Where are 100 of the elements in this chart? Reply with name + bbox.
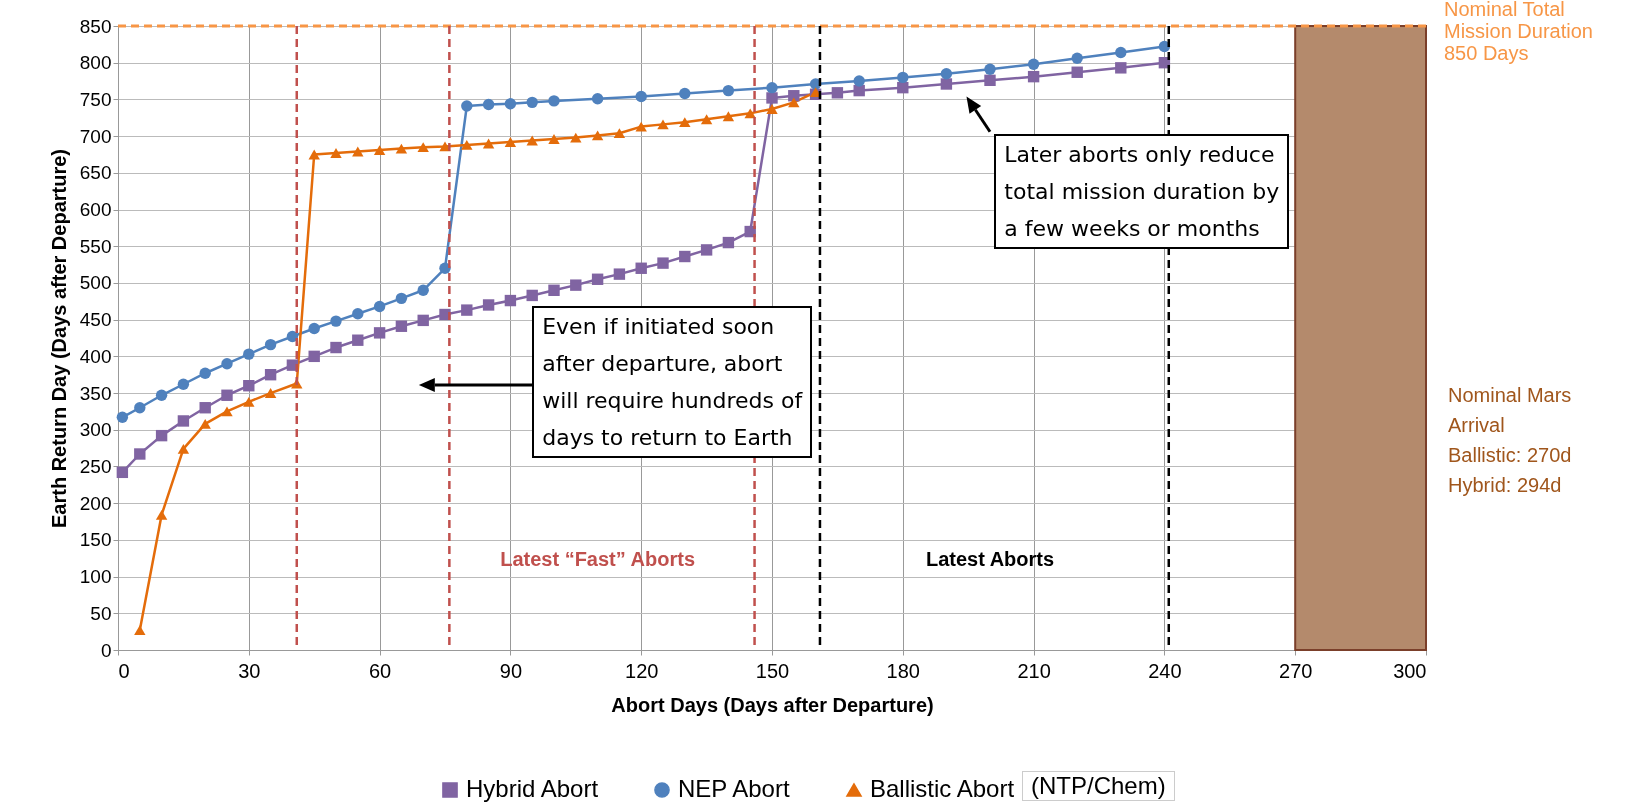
- x-tick-label: 60: [368, 659, 392, 682]
- point: [635, 90, 647, 103]
- point: [766, 81, 778, 94]
- x-tick-label: 180: [886, 659, 920, 682]
- point: [722, 236, 735, 249]
- point: [635, 121, 647, 132]
- point: [482, 299, 495, 311]
- annotation: Later aborts only reduce total mission duration by a few weeks or months: [994, 133, 1290, 249]
- y-tick-label: 50: [90, 602, 112, 624]
- y-tick-label: 350: [79, 382, 112, 404]
- x-tick-label: 240: [1148, 659, 1182, 682]
- point: [722, 84, 735, 97]
- point: [1027, 58, 1040, 70]
- point: [526, 289, 538, 302]
- point: [116, 466, 129, 479]
- point: [330, 341, 342, 354]
- point: [439, 262, 451, 274]
- band-label: Nominal Mars Arrival Ballistic: 270d Hybrid: 294d: [1448, 383, 1572, 496]
- x-tick-label: 210: [1017, 659, 1051, 682]
- y-tick-label: 750: [79, 88, 112, 110]
- legend-label: NEP Abort: [678, 775, 790, 802]
- point: [395, 320, 408, 332]
- point: [1115, 46, 1127, 59]
- point: [243, 380, 255, 392]
- point: [308, 149, 320, 160]
- y-tick-label: 700: [79, 125, 112, 147]
- point: [613, 128, 626, 139]
- point: [395, 143, 408, 154]
- point: [221, 406, 233, 417]
- annotation: Latest Aborts: [925, 547, 1055, 570]
- y-tick-label: 800: [79, 52, 112, 74]
- point: [155, 429, 168, 442]
- point: [504, 137, 517, 147]
- point: [221, 389, 233, 401]
- point: [134, 448, 146, 460]
- point: [570, 132, 582, 143]
- x-tick-label: 120: [625, 659, 659, 682]
- point: [679, 87, 691, 100]
- point: [330, 148, 342, 158]
- point: [155, 509, 168, 520]
- point: [373, 300, 386, 313]
- point: [853, 75, 865, 87]
- point: [461, 100, 473, 112]
- point: [635, 262, 647, 274]
- point: [1027, 70, 1040, 83]
- y-tick-label: 100: [79, 566, 112, 588]
- point: [461, 139, 473, 150]
- point: [1158, 40, 1171, 53]
- point: [482, 98, 495, 111]
- point: [504, 294, 517, 307]
- y-tick-label: 500: [79, 272, 112, 294]
- ref-line-label: Nominal Total Mission Duration 850 Days: [1444, 0, 1593, 64]
- y-tick-label: 200: [79, 492, 112, 514]
- point: [700, 114, 713, 125]
- point: [766, 104, 778, 114]
- point: [221, 358, 233, 370]
- point: [417, 284, 429, 296]
- point: [548, 134, 560, 144]
- point: [199, 418, 211, 429]
- point: [679, 117, 691, 128]
- point: [482, 138, 495, 149]
- point: [264, 369, 277, 381]
- point: [1071, 66, 1083, 78]
- x-tick-label: 150: [755, 659, 790, 682]
- point: [526, 96, 538, 109]
- point: [940, 78, 953, 90]
- point: [461, 304, 473, 316]
- point: [984, 63, 996, 75]
- x-tick-label: 0: [118, 659, 130, 682]
- x-tick-label: 270: [1279, 659, 1313, 682]
- y-tick-label: 300: [79, 419, 112, 441]
- y-tick-label: 400: [79, 345, 112, 367]
- point: [373, 327, 386, 339]
- point: [286, 330, 299, 343]
- point: [657, 119, 669, 130]
- point: [134, 625, 146, 636]
- point: [613, 268, 626, 280]
- point: [700, 244, 713, 256]
- point: [264, 388, 277, 398]
- point: [766, 92, 778, 104]
- y-tick-label: 550: [79, 235, 112, 257]
- point: [897, 71, 909, 84]
- point: [504, 98, 517, 110]
- point: [155, 389, 168, 401]
- y-tick-label: 850: [79, 15, 112, 37]
- x-tick-label: 300: [1393, 659, 1427, 682]
- y-tick-label: 250: [79, 455, 112, 477]
- point: [788, 90, 800, 102]
- point: [308, 322, 320, 335]
- x-tick-label: 30: [238, 659, 261, 682]
- point: [308, 350, 320, 363]
- point: [984, 74, 996, 87]
- point: [352, 308, 364, 320]
- point: [134, 402, 146, 414]
- x-tick-label: 90: [499, 659, 523, 682]
- point: [897, 81, 909, 94]
- point: [548, 284, 560, 296]
- text: (NTP/Chem): [1022, 771, 1175, 801]
- y-tick-label: 150: [79, 529, 112, 551]
- point: [199, 402, 211, 414]
